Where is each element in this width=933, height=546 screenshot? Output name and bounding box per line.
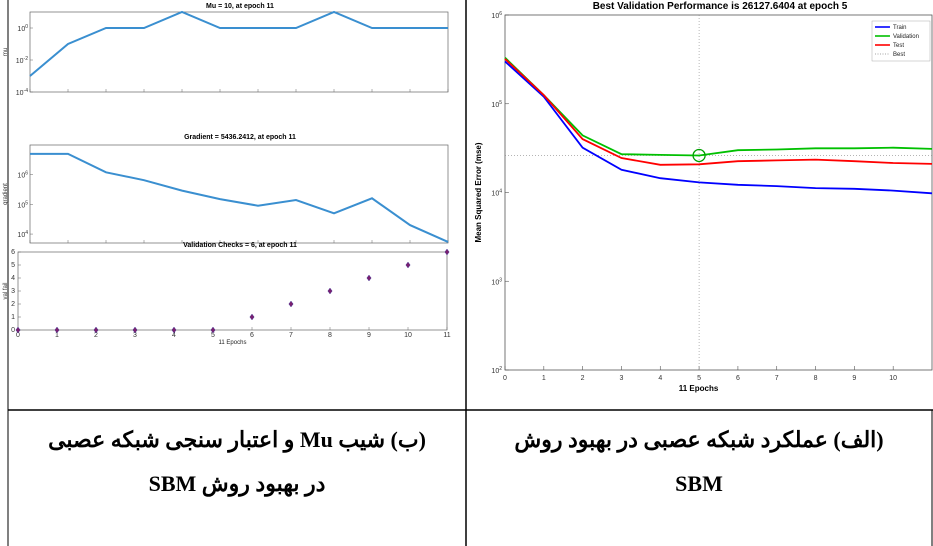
data-point bbox=[444, 248, 450, 256]
x-tick-label: 5 bbox=[211, 332, 215, 339]
data-point bbox=[171, 326, 177, 334]
data-point bbox=[54, 326, 60, 334]
x-tick-label: 2 bbox=[581, 375, 585, 382]
legend-label-test: Test bbox=[893, 43, 904, 49]
data-point bbox=[366, 274, 372, 282]
y-tick-label: 105 bbox=[491, 100, 502, 109]
series-line-test bbox=[504, 58, 933, 166]
mu-chart: 100 10-2 10-4 mu bbox=[3, 10, 449, 97]
x-tick-label: 2 bbox=[94, 332, 98, 339]
y-tick-label: 10-2 bbox=[16, 56, 28, 65]
plot-area bbox=[504, 14, 933, 371]
data-point bbox=[15, 326, 21, 334]
legend-label-validation: Validation bbox=[893, 34, 919, 40]
x-tick-label: 0 bbox=[16, 332, 20, 339]
x-tick-label: 7 bbox=[775, 375, 779, 382]
caption-right-line1: (الف) عملکرد شبکه عصبی در بهبود روش bbox=[514, 427, 884, 452]
y-axis-label: val fail bbox=[3, 282, 9, 299]
gradient-title: Gradient = 5436.2412, at epoch 11 bbox=[184, 134, 296, 141]
x-tick-label: 8 bbox=[328, 332, 332, 339]
x-axis-label: 11 Epochs bbox=[679, 384, 719, 393]
y-tick-label: 106 bbox=[491, 11, 502, 20]
caption-left-line1: (ب) شیب Mu و اعتبار سنجی شبکه عصبی bbox=[48, 427, 426, 452]
data-point bbox=[327, 287, 333, 295]
caption-right-line2: SBM bbox=[675, 471, 723, 496]
gradient-chart: 106 105 104 gradient bbox=[3, 144, 449, 244]
x-tick-label: 4 bbox=[172, 332, 176, 339]
x-tick-label: 6 bbox=[736, 375, 740, 382]
data-point bbox=[210, 326, 216, 334]
performance-title: Best Validation Performance is 26127.640… bbox=[592, 1, 848, 12]
y-tick-label: 10-4 bbox=[16, 88, 28, 97]
y-tick-label: 106 bbox=[17, 171, 28, 180]
x-tick-label: 3 bbox=[133, 332, 137, 339]
series-line-train bbox=[504, 60, 933, 195]
x-tick-label: 3 bbox=[620, 375, 624, 382]
plot-area bbox=[29, 11, 449, 93]
x-tick-label: 6 bbox=[250, 332, 254, 339]
caption-left-line2: در بهبود روش SBM bbox=[148, 471, 326, 496]
series-line bbox=[30, 152, 449, 243]
caption-right: (الف) عملکرد شبکه عصبی در بهبود روش SBM bbox=[468, 418, 930, 506]
y-axis-label: Mean Squared Error (mse) bbox=[474, 142, 483, 242]
x-tick-label: 1 bbox=[55, 332, 59, 339]
x-tick-label: 1 bbox=[542, 375, 546, 382]
y-axis-label: mu bbox=[3, 48, 9, 56]
x-tick-label: 9 bbox=[367, 332, 371, 339]
data-point bbox=[93, 326, 99, 334]
y-tick-label: 4 bbox=[11, 275, 15, 282]
x-tick-label: 10 bbox=[404, 332, 412, 339]
x-tick-label: 7 bbox=[289, 332, 293, 339]
x-tick-label: 0 bbox=[503, 375, 507, 382]
plot-area bbox=[29, 144, 449, 244]
data-point bbox=[132, 326, 138, 334]
y-tick-label: 3 bbox=[11, 288, 15, 295]
x-tick-label: 9 bbox=[852, 375, 856, 382]
x-tick-label: 10 bbox=[889, 375, 897, 382]
y-tick-label: 5 bbox=[11, 262, 15, 269]
validation-checks-chart: 0 1 2 3 4 5 6 0 1 2 3 4 5 6 7 8 9 10 11 11 Epochs val fail bbox=[3, 248, 451, 346]
best-marker bbox=[692, 148, 706, 163]
valcheck-title: Validation Checks = 6, at epoch 11 bbox=[183, 242, 297, 249]
x-tick-label: 5 bbox=[697, 375, 701, 382]
y-tick-label: 1 bbox=[11, 314, 15, 321]
y-tick-label: 102 bbox=[491, 366, 502, 375]
y-tick-label: 104 bbox=[491, 189, 502, 198]
y-tick-label: 6 bbox=[11, 249, 15, 256]
data-point bbox=[405, 261, 411, 269]
data-point bbox=[288, 300, 294, 308]
x-axis-label: 11 Epochs bbox=[219, 340, 247, 346]
y-tick-label: 103 bbox=[491, 277, 502, 286]
x-tick-label: 4 bbox=[658, 375, 662, 382]
y-tick-label: 104 bbox=[17, 230, 28, 239]
x-tick-label: 11 bbox=[443, 332, 450, 339]
series-line-validation bbox=[504, 57, 933, 157]
caption-left: (ب) شیب Mu و اعتبار سنجی شبکه عصبی در به… bbox=[10, 418, 464, 506]
legend-label-best: Best bbox=[893, 52, 905, 58]
y-tick-label: 0 bbox=[11, 327, 15, 334]
plot-area bbox=[17, 251, 448, 331]
legend-label-train: Train bbox=[893, 25, 906, 31]
mu-title: Mu = 10, at epoch 11 bbox=[206, 3, 274, 10]
y-tick-label: 100 bbox=[17, 24, 28, 33]
x-tick-label: 8 bbox=[814, 375, 818, 382]
series-line bbox=[29, 10, 448, 77]
data-point bbox=[249, 313, 255, 321]
y-tick-label: 2 bbox=[11, 301, 15, 308]
y-axis-label: gradient bbox=[3, 183, 9, 205]
y-tick-label: 105 bbox=[17, 200, 28, 209]
